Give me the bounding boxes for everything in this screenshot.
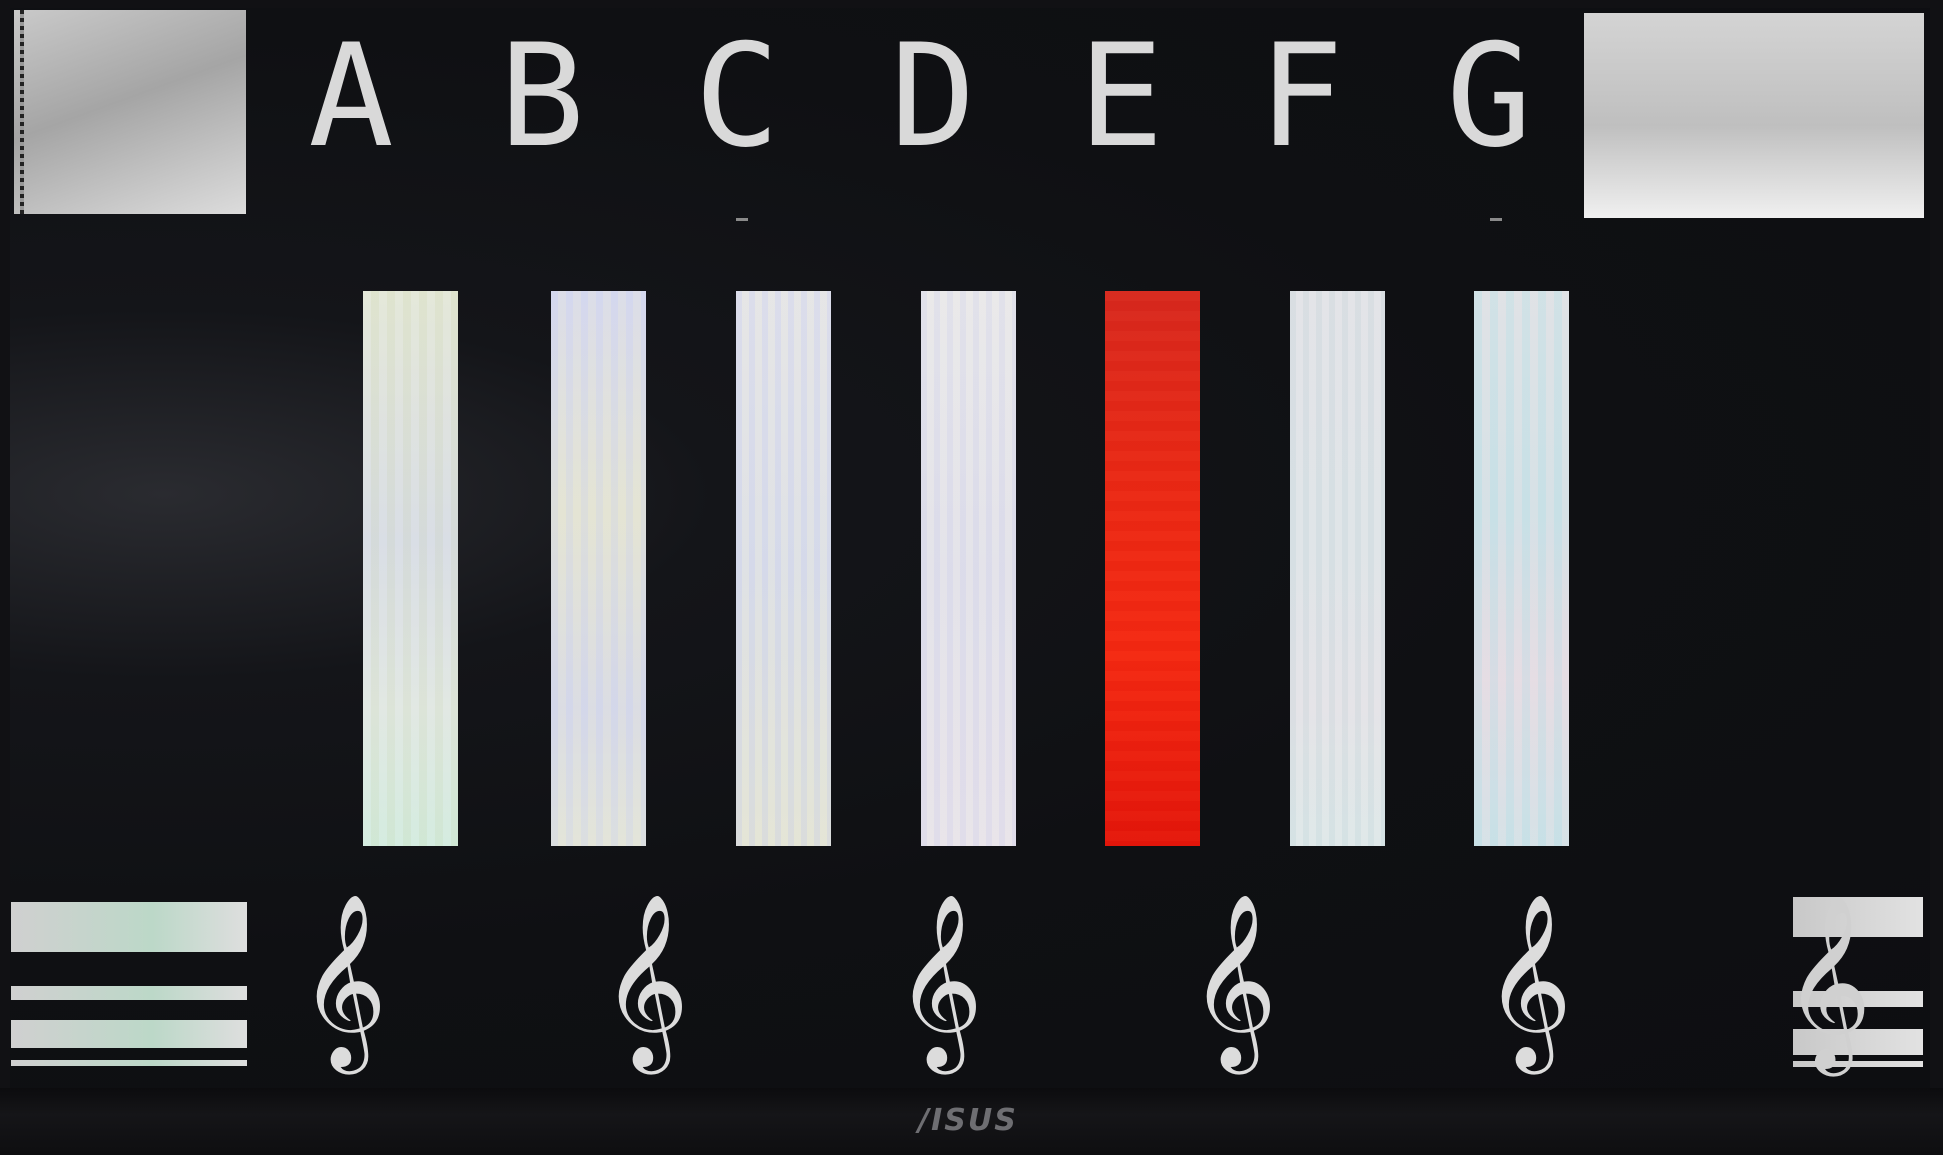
note-bar-f[interactable]: [1290, 291, 1385, 846]
game-screen: A B C D E F G 𝄞: [10, 8, 1930, 1088]
treble-clef-icon[interactable]: 𝄞: [1483, 893, 1573, 1067]
treble-clef-icon: 𝄞: [1783, 895, 1872, 1069]
brand-logo: /ISUS: [918, 1103, 1018, 1138]
note-bar-d[interactable]: [921, 291, 1016, 846]
note-bar-c[interactable]: [736, 291, 831, 846]
clef-row: 𝄞 𝄞 𝄞 𝄞 𝄞 𝄞: [10, 8, 1930, 1088]
note-letter-c[interactable]: C: [694, 14, 780, 179]
corner-panel-top-right: [1584, 13, 1924, 218]
staff-lines-left: [11, 902, 247, 1072]
marker-tick: [736, 218, 748, 221]
treble-clef-icon[interactable]: 𝄞: [1188, 893, 1278, 1067]
note-letter-b[interactable]: B: [499, 14, 585, 179]
note-letter-row: A B C D E F G: [10, 8, 1930, 221]
note-letter-d[interactable]: D: [890, 14, 976, 179]
note-bar-g[interactable]: [1474, 291, 1569, 846]
treble-clef-icon[interactable]: 𝄞: [894, 893, 984, 1067]
note-bar-e-selected[interactable]: [1105, 291, 1200, 846]
note-bar-row: [10, 8, 1930, 1088]
note-letter-e[interactable]: E: [1078, 14, 1164, 179]
note-bar-b[interactable]: [551, 291, 646, 846]
note-letter-g[interactable]: G: [1446, 14, 1532, 179]
treble-clef-icon[interactable]: 𝄞: [600, 893, 690, 1067]
corner-panel-top-left: [14, 10, 246, 214]
staff-lines-right: 𝄞: [1783, 897, 1923, 1067]
note-bar-a[interactable]: [363, 291, 458, 846]
monitor-bezel: [0, 1088, 1943, 1155]
marker-tick: [1490, 218, 1502, 221]
note-letter-f[interactable]: F: [1258, 14, 1344, 179]
note-letter-a[interactable]: A: [308, 14, 394, 179]
treble-clef-icon[interactable]: 𝄞: [298, 893, 388, 1067]
